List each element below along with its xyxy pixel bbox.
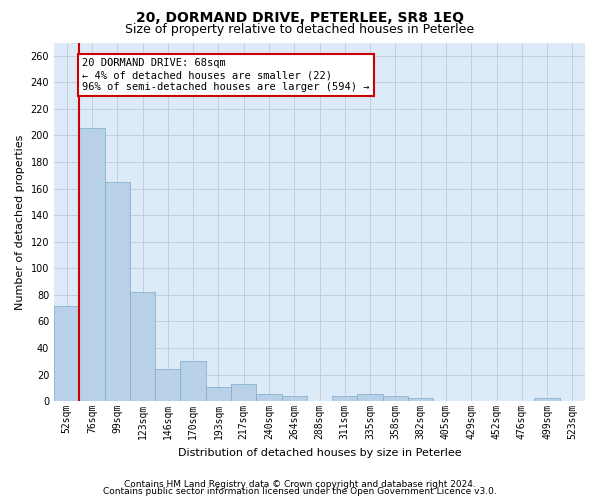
Bar <box>130 292 155 401</box>
X-axis label: Distribution of detached houses by size in Peterlee: Distribution of detached houses by size … <box>178 448 461 458</box>
Text: 20 DORMAND DRIVE: 68sqm
← 4% of detached houses are smaller (22)
96% of semi-det: 20 DORMAND DRIVE: 68sqm ← 4% of detached… <box>82 58 370 92</box>
Bar <box>535 398 560 401</box>
Bar <box>358 394 383 401</box>
Bar <box>206 386 231 401</box>
Y-axis label: Number of detached properties: Number of detached properties <box>15 134 25 310</box>
Bar <box>256 394 281 401</box>
Bar <box>54 306 79 401</box>
Bar <box>104 182 130 401</box>
Bar <box>231 384 256 401</box>
Bar <box>181 362 206 401</box>
Bar <box>408 398 433 401</box>
Text: 20, DORMAND DRIVE, PETERLEE, SR8 1EQ: 20, DORMAND DRIVE, PETERLEE, SR8 1EQ <box>136 11 464 25</box>
Text: Size of property relative to detached houses in Peterlee: Size of property relative to detached ho… <box>125 22 475 36</box>
Bar <box>79 128 104 401</box>
Bar <box>332 396 358 401</box>
Bar <box>155 370 181 401</box>
Text: Contains public sector information licensed under the Open Government Licence v3: Contains public sector information licen… <box>103 487 497 496</box>
Bar <box>383 396 408 401</box>
Text: Contains HM Land Registry data © Crown copyright and database right 2024.: Contains HM Land Registry data © Crown c… <box>124 480 476 489</box>
Bar <box>281 396 307 401</box>
